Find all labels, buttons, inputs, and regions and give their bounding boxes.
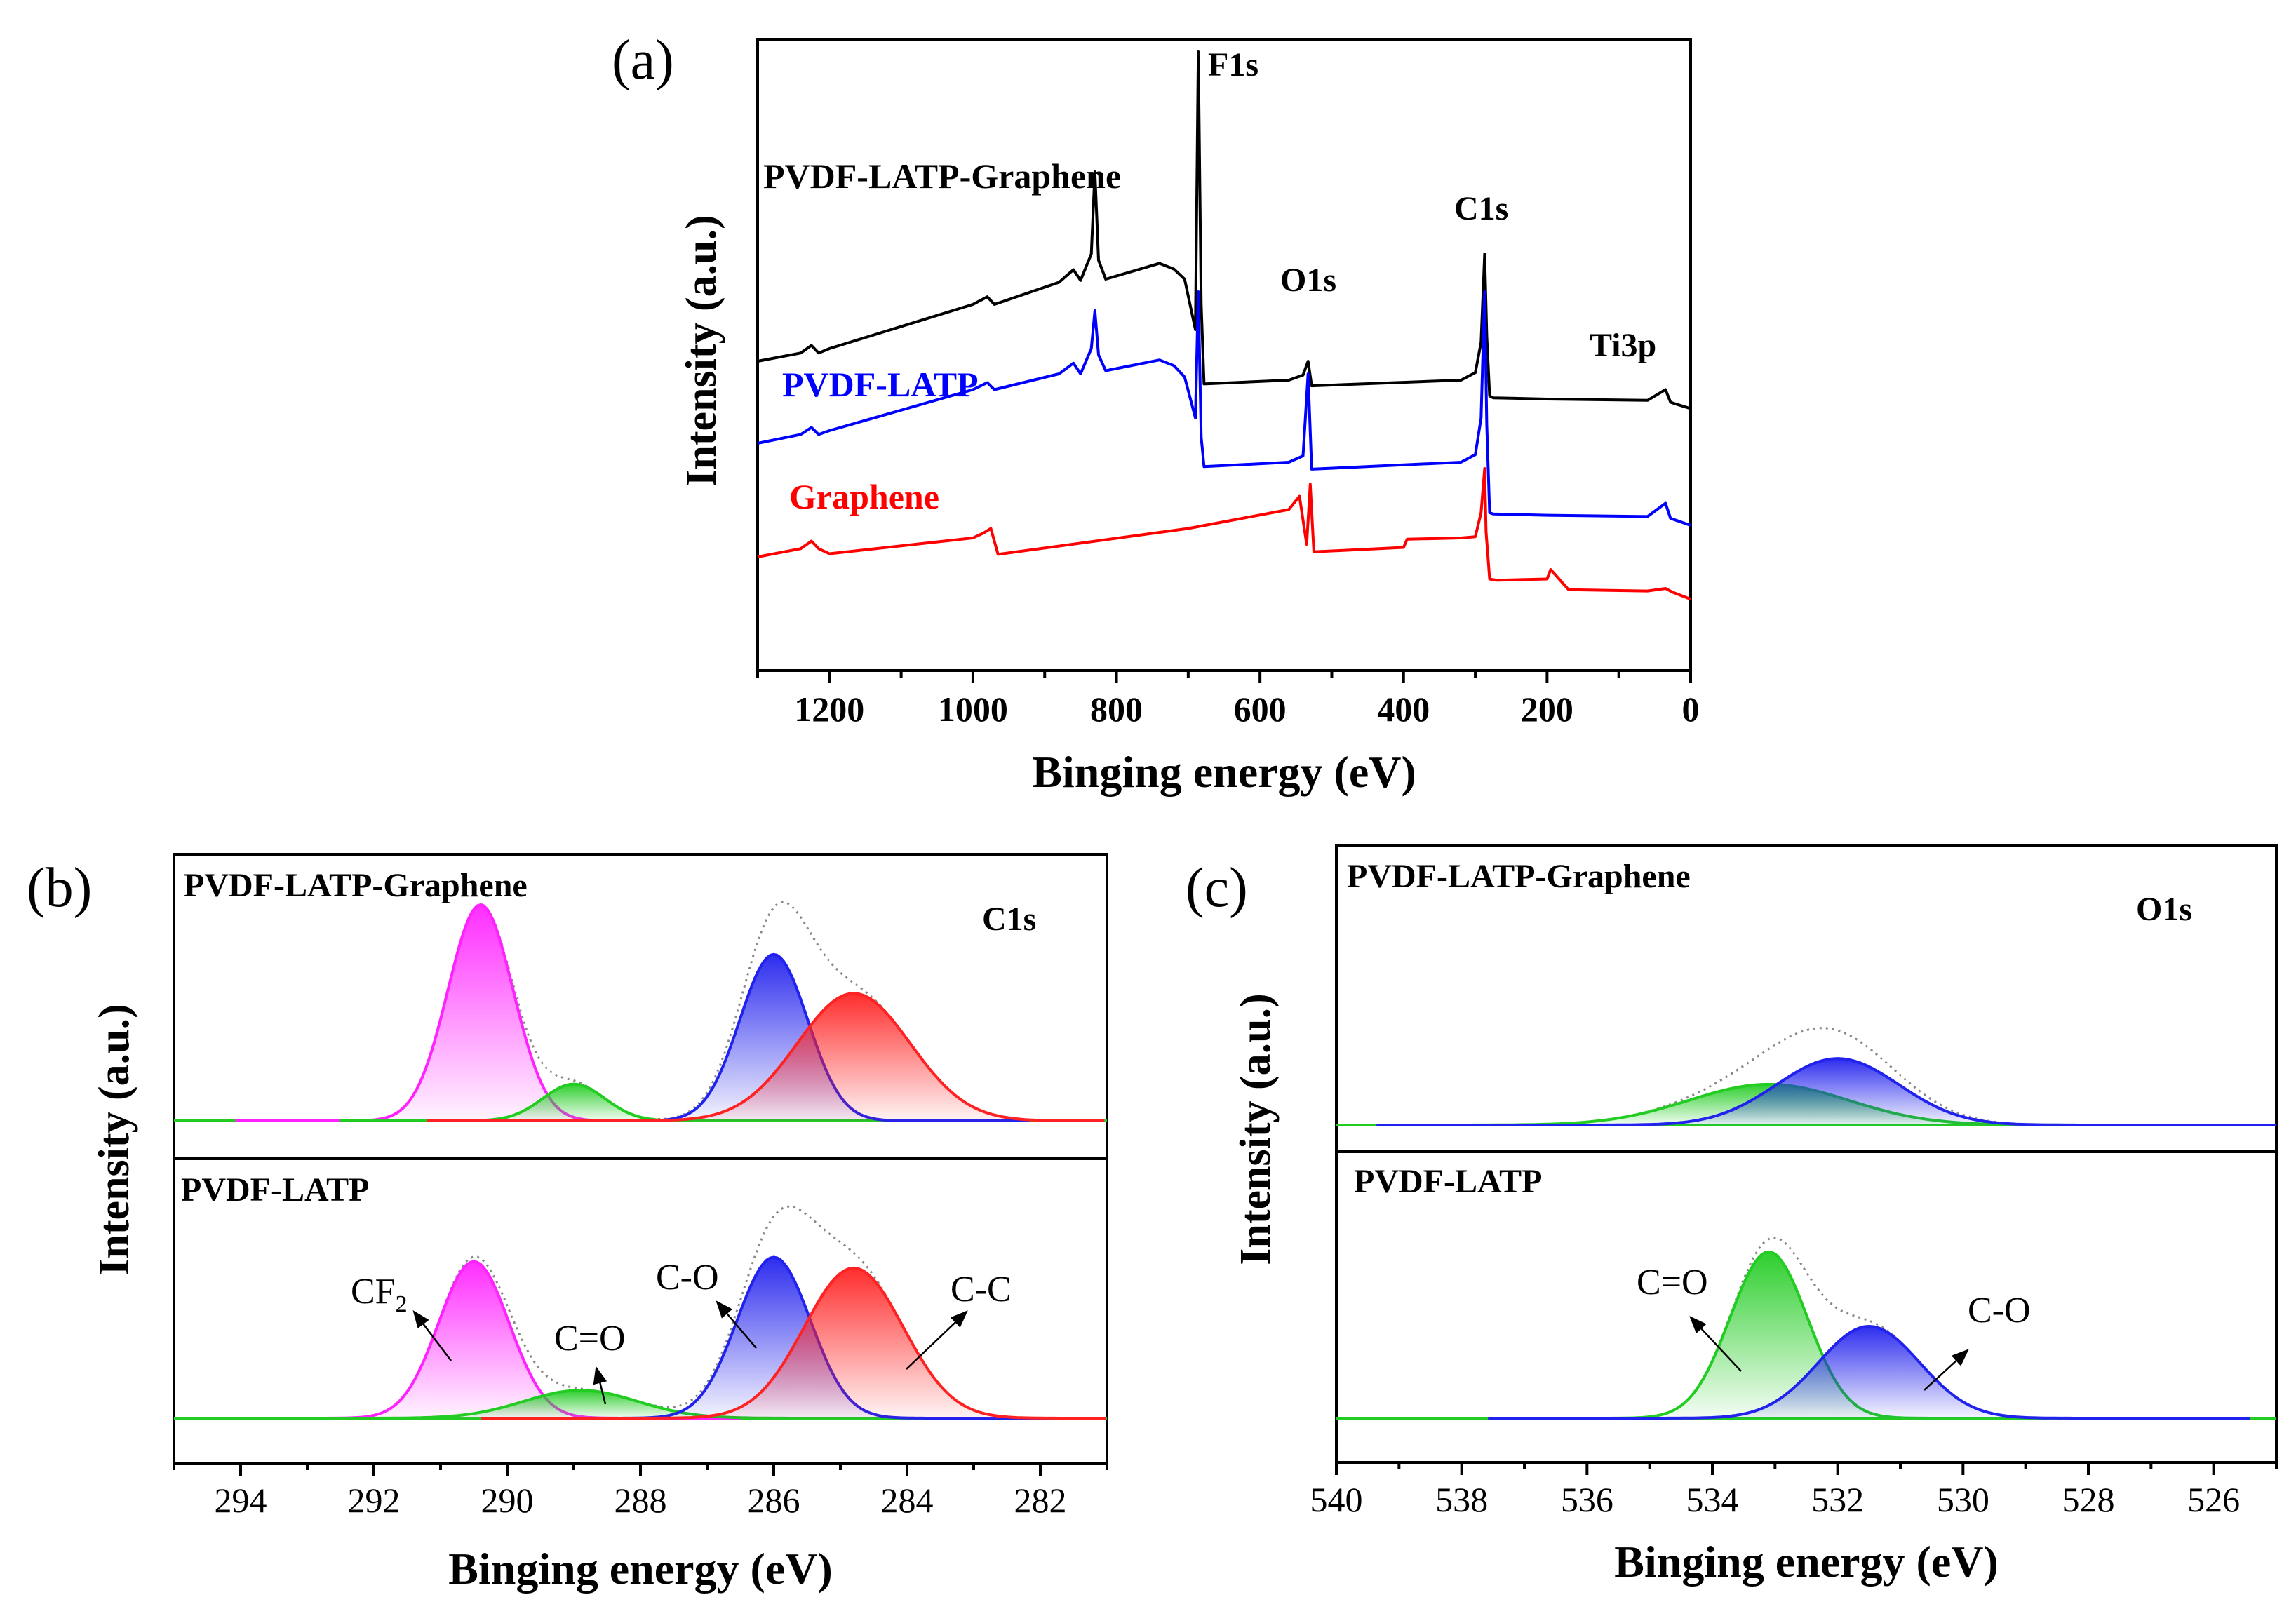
- panel-b-tick-label-292: 292: [348, 1481, 401, 1520]
- panel-c-bottom-sample-label: PVDF-LATP: [1354, 1163, 1542, 1200]
- panel-a-label: (a): [612, 29, 674, 91]
- panel-c-pvdf-latp-graphene-peak-c-o: [1376, 1057, 2276, 1126]
- panel-a-tick-label-1000: 1000: [938, 689, 1008, 729]
- panel-c-title: O1s: [2136, 891, 2192, 928]
- panel-a-peak-label-o1s: O1s: [1280, 262, 1336, 299]
- panel-b-pvdf-latp-peak-fill-c-c: [481, 1267, 1106, 1418]
- panel-b-tick-label-288: 288: [615, 1481, 667, 1520]
- panel-c-tick-label-530: 530: [1937, 1480, 1989, 1519]
- panel-a-peak-label-ti3p: Ti3p: [1590, 327, 1656, 364]
- panel-c-y-axis-label: Intensity (a.u.): [1232, 993, 1280, 1265]
- panel-b-arrow-cf2: [412, 1310, 452, 1361]
- panel-b-tick-label-294: 294: [215, 1481, 267, 1520]
- panel-c-pvdf-latp-peak-fill-c-o: [1488, 1326, 2250, 1418]
- panel-c-pvdf-latp-graphene-peak-fill-c-o: [1376, 1058, 2276, 1125]
- panel-c-o1s: (c) 540 538 536 534 532 530 528 526 PVDF-LATP-G…: [1186, 844, 2278, 1587]
- panel-a-series-label-pvdf-latp: PVDF-LATP: [782, 365, 979, 404]
- panel-a-series-label-pvdf-latp-graphene: PVDF-LATP-Graphene: [763, 156, 1121, 196]
- panel-a-y-axis-label: Intensity (a.u.): [678, 215, 725, 487]
- panel-b-pvdf-latp-graphene-peak-fill-c-c: [427, 993, 1105, 1121]
- panel-a-series-line-pvdf-latp-graphene: [757, 50, 1691, 410]
- panel-b-curves: [174, 901, 1107, 1420]
- panel-c-tick-label-540: 540: [1310, 1480, 1363, 1519]
- panel-c-label: (c): [1186, 857, 1248, 919]
- panel-a-tick-labels: 1200 1000 800 600 400 200 0: [794, 689, 1699, 729]
- panel-b-title: C1s: [982, 901, 1036, 938]
- panel-a-tick-label-600: 600: [1234, 689, 1287, 729]
- panel-b-annotation-cc: C-C: [951, 1270, 1012, 1309]
- panel-b-y-axis-label: Intensity (a.u.): [90, 1004, 138, 1276]
- panel-c-tick-label-528: 528: [2062, 1480, 2115, 1519]
- panel-b-tick-label-284: 284: [881, 1481, 934, 1520]
- panel-a-series-label-graphene: Graphene: [789, 477, 939, 516]
- panel-b-c1s: (b) 294 292 290 288 286 284 282 PVDF-LATP-Grap…: [27, 853, 1108, 1594]
- panel-b-pvdf-latp-graphene-peak-c-c: [427, 992, 1105, 1122]
- panel-b-annotation-co-single: C-O: [656, 1258, 719, 1298]
- panel-b-pvdf-latp-peak-fill-cf2: [207, 1261, 741, 1418]
- panel-b-annotation-co-double: C=O: [554, 1319, 626, 1359]
- panel-c-pvdf-latp-peak-c-o: [1488, 1324, 2250, 1420]
- panel-c-annotation-co-single: C-O: [1968, 1291, 2031, 1331]
- panel-a-x-axis-label: Binging energy (eV): [1032, 747, 1416, 797]
- panel-c-frame: [1335, 844, 2278, 1464]
- panel-b-top-sample-label: PVDF-LATP-Graphene: [184, 867, 528, 904]
- panel-b-pvdf-latp-graphene-peak-fill-c-o: [339, 1084, 809, 1121]
- panel-b-arrow-co-single: [716, 1300, 757, 1349]
- panel-c-pvdf-latp-peak-fill-c-o: [1477, 1251, 2060, 1418]
- panel-c-arrow-co-single: [1924, 1349, 1969, 1391]
- panel-c-arrow-co-double: [1689, 1316, 1742, 1372]
- panel-c-x-axis-label: Binging energy (eV): [1614, 1537, 1999, 1587]
- panel-a-tick-label-400: 400: [1377, 689, 1430, 729]
- panel-a-peak-label-c1s: C1s: [1454, 190, 1508, 227]
- panel-a-survey: (a) 1200 1000 800 600 400 200 0 F1s O1s C1s Ti…: [612, 29, 1700, 797]
- panel-a-x-ticks: [756, 671, 1692, 683]
- panel-b-pvdf-latp-graphene-peak-fill-cf2: [235, 905, 726, 1121]
- panel-b-pvdf-latp-graphene-envelope: [174, 901, 1107, 1122]
- panel-c-top-sample-label: PVDF-LATP-Graphene: [1347, 858, 1691, 895]
- panel-c-x-ticks: [1335, 1462, 2278, 1475]
- panel-b-pvdf-latp-peak-c-c: [481, 1266, 1106, 1420]
- panel-a-tick-label-200: 200: [1521, 689, 1573, 729]
- panel-a-tick-label-0: 0: [1682, 689, 1700, 729]
- panel-b-tick-labels: 294 292 290 288 286 284 282: [215, 1481, 1067, 1520]
- panel-b-label: (b): [27, 857, 92, 919]
- panel-b-x-axis-label: Binging energy (eV): [448, 1544, 833, 1594]
- panel-b-tick-label-286: 286: [748, 1481, 800, 1520]
- panel-c-tick-label-536: 536: [1561, 1480, 1613, 1519]
- panel-a-peak-label-f1s: F1s: [1208, 46, 1258, 83]
- panel-a-frame: [756, 38, 1692, 672]
- panel-b-annotation-cf2: CF2: [351, 1272, 408, 1317]
- panel-c-tick-label-538: 538: [1435, 1480, 1488, 1519]
- panel-a-tick-label-800: 800: [1090, 689, 1143, 729]
- panel-c-tick-label-532: 532: [1811, 1480, 1864, 1519]
- panel-b-pvdf-latp-graphene-peak-fill-c-o: [518, 954, 1030, 1121]
- panel-c-tick-label-526: 526: [2187, 1480, 2240, 1519]
- panel-b-tick-label-290: 290: [481, 1481, 534, 1520]
- panel-c-annotation-co-double: C=O: [1637, 1262, 1708, 1302]
- panel-b-tick-label-282: 282: [1014, 1481, 1067, 1520]
- panel-c-curves: [1336, 1027, 2276, 1420]
- panel-a-series-line-graphene: [757, 467, 1691, 601]
- panel-b-x-ticks: [173, 1463, 1108, 1476]
- panel-b-arrow-co-double: [593, 1366, 607, 1405]
- panel-b-bottom-sample-label: PVDF-LATP: [181, 1171, 369, 1208]
- panel-c-tick-label-534: 534: [1686, 1480, 1739, 1519]
- panel-a-series-line-pvdf-latp: [757, 290, 1691, 527]
- panel-b-annotation-cf2-subscript: 2: [396, 1291, 408, 1317]
- panel-b-pvdf-latp-peak-fill-c-o: [496, 1257, 1052, 1418]
- panel-b-arrow-cc: [906, 1310, 968, 1370]
- panel-a-tick-label-1200: 1200: [794, 689, 864, 729]
- panel-c-tick-labels: 540 538 536 534 532 530 528 526: [1310, 1480, 2241, 1519]
- panel-b-pvdf-latp-peak-fill-c-o: [175, 1390, 1007, 1418]
- panel-a-series: [757, 50, 1691, 601]
